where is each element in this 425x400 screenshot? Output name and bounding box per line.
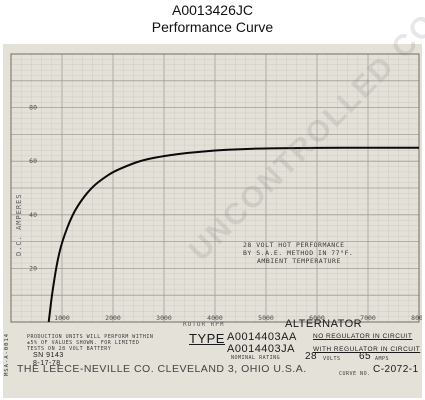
performance-sheet: 1000 2000 3000 4000 5000 6000 7000 8000 20 40 60 80… [3, 0, 425, 398]
x-tick-label: 6000 [309, 314, 325, 322]
company-name: THE LEECE-NEVILLE CO. CLEVELAND 3, OHIO … [17, 363, 307, 375]
production-note: PRODUCTION UNITS WILL PERFORM WITHIN ±5%… [27, 334, 153, 352]
drawing-date: 8-17-78 [33, 360, 61, 367]
volts-label: VOLTS [323, 356, 341, 362]
margin-code: MSA-A-0014 [4, 332, 10, 376]
x-tick-label: 4000 [207, 314, 223, 322]
amps-label: AMPS [375, 356, 390, 362]
type-model-aa: A0014403AA [227, 331, 297, 343]
y-tick-label: 20 [29, 264, 37, 272]
type-label: TYPE [189, 331, 225, 346]
part-number-title: A0013426JC [172, 2, 253, 18]
curve-number-label: CURVE NO. [339, 371, 371, 377]
performance-note-line: 28 VOLT HOT PERFORMANCE [243, 241, 345, 249]
chart-subtitle: Performance Curve [151, 19, 274, 35]
rating-amps: 65 [359, 351, 372, 362]
rating-volts: 28 [305, 351, 318, 362]
nominal-rating-label: NOMINAL RATING [231, 355, 281, 361]
type-desc-ja: WITH REGULATOR IN CIRCUIT [313, 346, 421, 353]
type-desc-aa: NO REGULATOR IN CIRCUIT [313, 333, 413, 340]
alternator-label: ALTERNATOR [285, 318, 363, 330]
production-note-line: TESTS ON 28 VOLT BATTERY [27, 346, 112, 352]
performance-note: 28 VOLT HOT PERFORMANCE BY S.A.E. METHOD… [243, 241, 353, 265]
tick-labels: 1000 2000 3000 4000 5000 6000 7000 8000 20 40 60 80 [29, 104, 422, 322]
curve-number: C-2072-1 [373, 364, 419, 375]
type-models: A0014403AA A0014403JA [227, 331, 297, 355]
performance-note-line: AMBIENT TEMPERATURE [257, 257, 341, 265]
production-note-line: PRODUCTION UNITS WILL PERFORM WITHIN [27, 334, 154, 340]
x-tick-label: 8000 [411, 314, 422, 322]
x-tick-label: 1000 [54, 314, 70, 322]
x-tick-label: 3000 [156, 314, 172, 322]
performance-note-line: BY S.A.E. METHOD IN 77°F. [243, 249, 354, 257]
production-note-line: ±5% OF VALUES SHOWN. FOR LIMITED [27, 340, 140, 346]
x-tick-label: 2000 [105, 314, 121, 322]
y-tick-label: 40 [29, 211, 37, 219]
x-tick-label: 5000 [258, 314, 274, 322]
y-tick-label: 60 [29, 157, 37, 165]
y-axis-label: D.C. AMPERES [15, 193, 23, 256]
x-axis-label: ROTOR RPM [183, 321, 225, 328]
plot-border [10, 53, 420, 323]
series-line [47, 146, 419, 323]
performance-chart: 1000 2000 3000 4000 5000 6000 7000 8000 20 40 60 80… [10, 53, 422, 328]
grid [10, 53, 420, 323]
x-tick-label: 7000 [360, 314, 376, 322]
y-tick-label: 80 [29, 104, 37, 112]
serial-number: SN 9143 [33, 352, 64, 359]
type-model-ja: A0014403JA [227, 343, 295, 355]
